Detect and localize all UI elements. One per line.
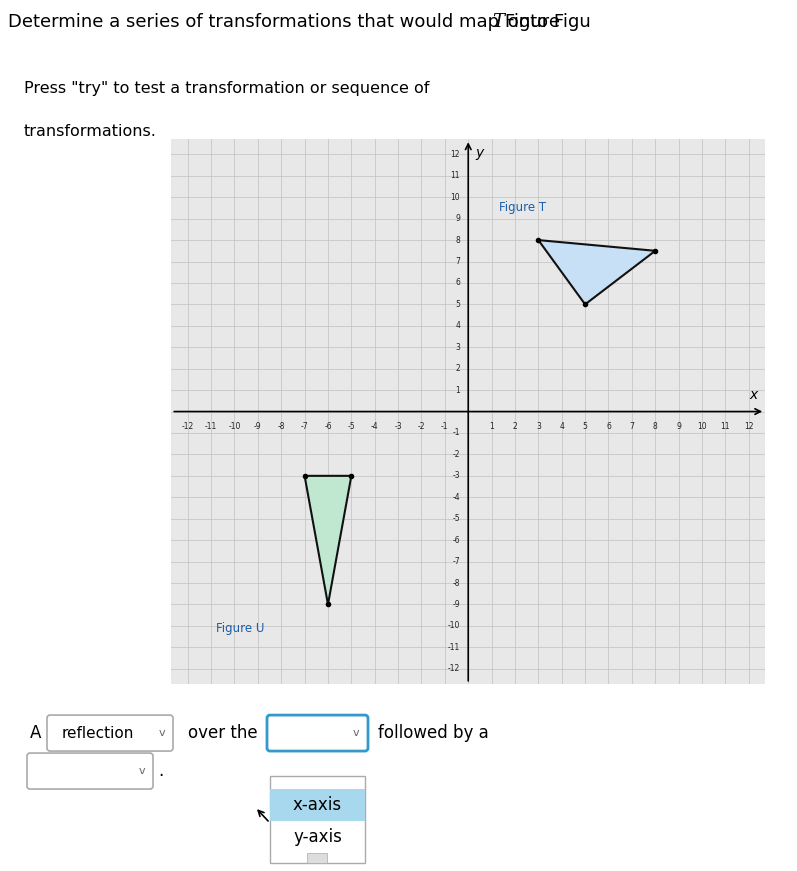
Text: 7: 7: [630, 422, 634, 431]
Text: y-axis: y-axis: [293, 828, 342, 846]
Text: Figure T: Figure T: [499, 201, 546, 214]
Text: 12: 12: [450, 150, 460, 159]
Polygon shape: [538, 240, 655, 304]
Bar: [270, 776, 365, 863]
Text: T: T: [492, 13, 504, 31]
Text: y: y: [475, 145, 484, 159]
Text: over the: over the: [188, 724, 257, 742]
Text: 11: 11: [450, 172, 460, 180]
Text: -11: -11: [448, 643, 460, 652]
Text: onto Figu: onto Figu: [502, 13, 591, 31]
Text: Press "try" to test a transformation or sequence of: Press "try" to test a transformation or …: [24, 81, 430, 96]
Text: -8: -8: [453, 578, 460, 588]
Text: -6: -6: [324, 422, 332, 431]
Text: 3: 3: [536, 422, 541, 431]
Text: -2: -2: [418, 422, 426, 431]
Text: 3: 3: [455, 343, 460, 352]
Text: -4: -4: [371, 422, 379, 431]
Text: .: .: [158, 762, 163, 780]
Text: -3: -3: [453, 471, 460, 480]
Text: 7: 7: [455, 257, 460, 266]
Text: 10: 10: [450, 192, 460, 202]
Text: 4: 4: [559, 422, 564, 431]
Text: -11: -11: [205, 422, 218, 431]
Text: 9: 9: [676, 422, 681, 431]
Text: 6: 6: [455, 279, 460, 287]
Text: -9: -9: [453, 600, 460, 609]
Text: Figure U: Figure U: [216, 622, 264, 635]
Text: -1: -1: [441, 422, 449, 431]
Text: -10: -10: [448, 621, 460, 631]
Text: transformations.: transformations.: [24, 124, 157, 138]
Text: 5: 5: [583, 422, 587, 431]
FancyBboxPatch shape: [267, 715, 368, 751]
FancyBboxPatch shape: [27, 753, 153, 789]
Bar: [307, 853, 327, 863]
Text: v: v: [139, 766, 145, 776]
Text: x: x: [750, 388, 758, 402]
Text: -7: -7: [453, 557, 460, 566]
Text: 4: 4: [455, 321, 460, 330]
Text: 10: 10: [697, 422, 707, 431]
Text: -2: -2: [453, 450, 460, 459]
Text: 1: 1: [489, 422, 494, 431]
Text: followed by a: followed by a: [378, 724, 489, 742]
Text: 2: 2: [512, 422, 517, 431]
Text: 2: 2: [455, 364, 460, 373]
Text: 5: 5: [455, 300, 460, 309]
Text: -12: -12: [182, 422, 194, 431]
Text: 12: 12: [744, 422, 753, 431]
Text: -5: -5: [453, 514, 460, 523]
Text: v: v: [159, 728, 165, 738]
FancyBboxPatch shape: [47, 715, 173, 751]
Text: 1: 1: [455, 386, 460, 395]
Text: -4: -4: [453, 493, 460, 502]
Text: -1: -1: [453, 429, 460, 437]
Text: v: v: [353, 728, 359, 738]
Text: -6: -6: [453, 536, 460, 544]
Text: -5: -5: [347, 422, 355, 431]
Text: 6: 6: [606, 422, 611, 431]
Text: 8: 8: [455, 235, 460, 245]
Text: 11: 11: [720, 422, 730, 431]
Text: -10: -10: [228, 422, 241, 431]
Text: x-axis: x-axis: [293, 796, 342, 814]
Text: reflection: reflection: [62, 726, 135, 740]
Bar: [270, 789, 365, 821]
Text: -8: -8: [277, 422, 285, 431]
Text: A: A: [30, 724, 41, 742]
Text: -9: -9: [254, 422, 261, 431]
Text: Determine a series of transformations that would map Figure: Determine a series of transformations th…: [8, 13, 566, 31]
Polygon shape: [304, 476, 351, 604]
Text: -3: -3: [395, 422, 402, 431]
Text: -12: -12: [448, 665, 460, 673]
Text: -7: -7: [300, 422, 308, 431]
Text: 9: 9: [455, 214, 460, 223]
Text: 8: 8: [653, 422, 658, 431]
